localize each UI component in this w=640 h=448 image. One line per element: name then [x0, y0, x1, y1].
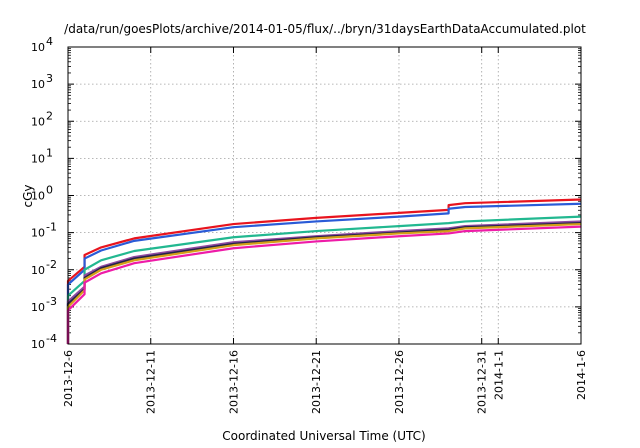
y-tick-exponent: 4	[46, 35, 53, 48]
y-tick-exponent: 3	[46, 72, 53, 85]
series-line-2	[66, 202, 582, 344]
x-tick-label: 2013-12-26	[393, 350, 406, 414]
y-tick-exponent: -1	[46, 221, 57, 234]
chart-title: /data/run/goesPlots/archive/2014-01-05/f…	[64, 22, 586, 36]
y-tick-label: 10	[31, 264, 45, 277]
y-tick-exponent: 2	[46, 109, 53, 122]
x-tick-label: 2013-12-21	[310, 350, 323, 414]
x-tick-label: 2013-12-6	[62, 350, 75, 407]
series-line-1	[66, 198, 582, 344]
plot-frame	[67, 46, 582, 345]
x-tick-label: 2014-1-6	[575, 350, 588, 400]
x-tick-label: 2013-12-31	[476, 350, 489, 414]
x-axis-label: Coordinated Universal Time (UTC)	[222, 429, 425, 443]
y-tick-label: 10	[31, 152, 45, 165]
y-axis-label: cGy	[21, 185, 35, 208]
y-tick-exponent: -2	[46, 258, 57, 271]
y-tick-label: 10	[31, 190, 45, 203]
x-tick-label: 2013-12-11	[145, 350, 158, 414]
y-tick-label: 10	[31, 115, 45, 128]
y-tick-label: 10	[31, 78, 45, 91]
grid-lines	[68, 47, 581, 344]
x-axis-ticks: 2013-12-6 2013-12-11 2013-12-16 2013-12-21 2…	[62, 47, 588, 414]
y-tick-label: 10	[31, 227, 45, 240]
y-tick-label: 10	[31, 338, 45, 351]
x-tick-label: 2013-12-16	[227, 350, 240, 414]
x-tick-label: 2014-1-1	[492, 350, 505, 400]
y-tick-exponent: -3	[46, 295, 57, 308]
y-tick-exponent: 0	[46, 184, 53, 197]
y-tick-label: 10	[31, 301, 45, 314]
y-tick-exponent: 1	[46, 146, 53, 159]
y-tick-label: 10	[31, 41, 45, 54]
y-tick-exponent: -4	[46, 332, 57, 345]
